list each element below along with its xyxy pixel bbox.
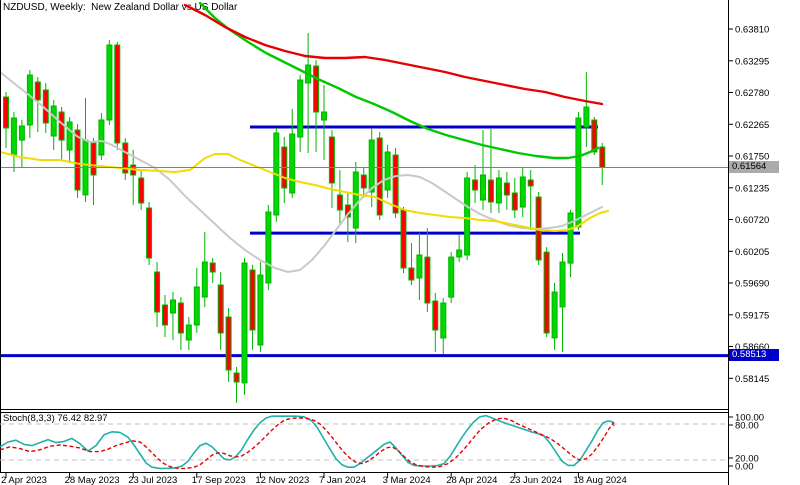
svg-text:0.00: 0.00 <box>735 462 754 473</box>
svg-text:0.63810: 0.63810 <box>735 25 769 36</box>
ma-red-moving-average <box>183 3 604 106</box>
stochastic-name: Stoch(8,3,3) <box>3 413 55 424</box>
svg-text:17 Sep 2023: 17 Sep 2023 <box>192 475 246 485</box>
svg-text:0.60720: 0.60720 <box>735 215 769 226</box>
stochastic-label: Stoch(8,3,3) 76.42 82.97 <box>3 413 108 424</box>
svg-text:0.63295: 0.63295 <box>735 56 769 67</box>
stochastic-signal-line <box>0 417 615 470</box>
ma-gray-moving-average <box>0 71 603 273</box>
current-price-badge: 0.61564 <box>729 161 779 173</box>
ma-yellow-moving-average <box>0 151 609 232</box>
chart-symbol-title: NZDUSD, Weekly: New Zealand Dollar vs US… <box>3 2 238 13</box>
svg-text:0.62265: 0.62265 <box>735 120 769 131</box>
svg-text:0.61235: 0.61235 <box>735 183 769 194</box>
svg-text:0.59175: 0.59175 <box>735 310 769 321</box>
svg-text:0.58660: 0.58660 <box>735 342 769 353</box>
svg-text:100.00: 100.00 <box>735 413 764 424</box>
support-level-badge: 0.58513 <box>729 349 779 361</box>
stochastic-main-line <box>0 414 615 470</box>
svg-text:23 Jul 2023: 23 Jul 2023 <box>128 475 177 485</box>
svg-text:2 Apr 2023: 2 Apr 2023 <box>1 475 47 485</box>
svg-text:7 Jan 2024: 7 Jan 2024 <box>319 475 366 485</box>
date-axis[interactable]: 2 Apr 2023 28 May 2023 23 Jul 2023 17 Sep 2… <box>1 473 627 485</box>
svg-text:3 Mar 2024: 3 Mar 2024 <box>383 475 431 485</box>
svg-text:0.59690: 0.59690 <box>735 279 769 290</box>
svg-text:28 Apr 2024: 28 Apr 2024 <box>446 475 497 485</box>
ma-green-moving-average <box>198 1 600 160</box>
svg-text:20.00: 20.00 <box>735 454 759 465</box>
svg-text:0.62780: 0.62780 <box>735 88 769 99</box>
svg-text:80.00: 80.00 <box>735 421 759 432</box>
svg-text:12 Nov 2023: 12 Nov 2023 <box>255 475 309 485</box>
price-axis[interactable]: 0.63810 0.63295 0.62780 0.62265 0.61750 0.612… <box>728 25 769 385</box>
svg-text:18 Aug 2024: 18 Aug 2024 <box>573 475 626 485</box>
support-resistance-lines <box>0 125 728 358</box>
svg-text:23 Jun 2024: 23 Jun 2024 <box>510 475 562 485</box>
candles-layer <box>3 33 606 403</box>
svg-text:0.60205: 0.60205 <box>735 247 769 258</box>
svg-text:0.58145: 0.58145 <box>735 374 769 385</box>
svg-text:0.61750: 0.61750 <box>735 152 769 163</box>
svg-text:28 May 2023: 28 May 2023 <box>65 475 120 485</box>
stochastic-main-value: 76.42 <box>57 413 82 424</box>
stochastic-signal-value: 82.97 <box>83 413 108 424</box>
pane-borders <box>0 0 729 485</box>
